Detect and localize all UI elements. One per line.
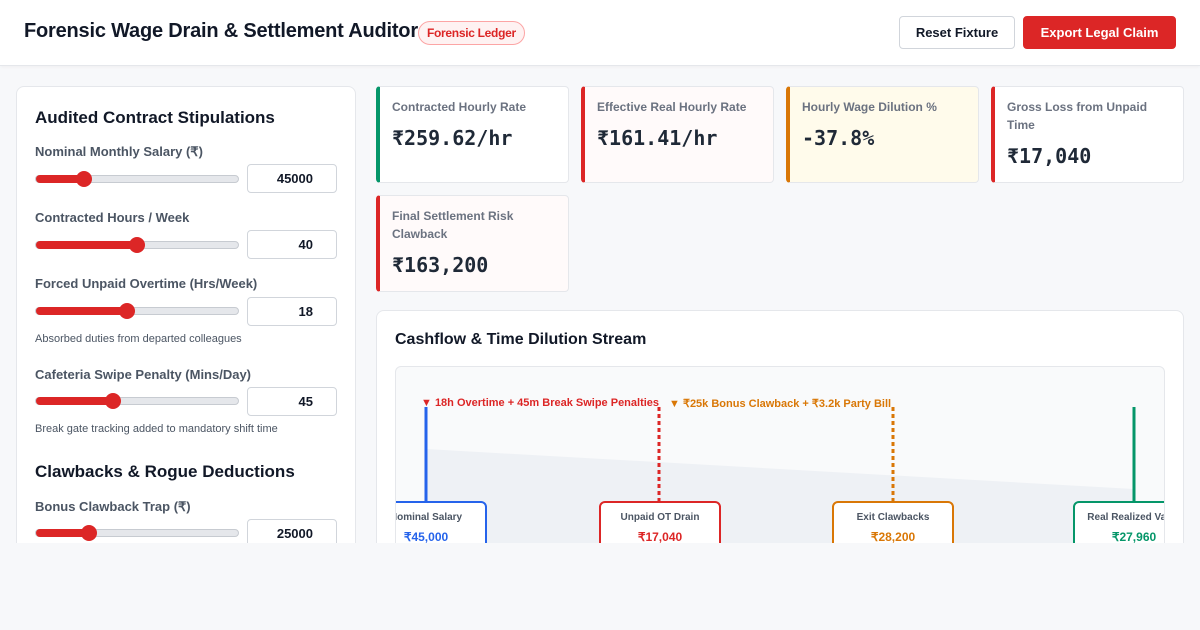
contracted-hours-slider[interactable] — [35, 237, 239, 253]
unpaid-overtime-input[interactable] — [247, 297, 337, 326]
contracted-hours-input[interactable] — [247, 230, 337, 259]
kpi-label: Gross Loss from Unpaid Time — [1007, 100, 1148, 132]
node-value: ₹27,960 — [1111, 530, 1157, 543]
kpi-label: Contracted Hourly Rate — [392, 100, 527, 114]
slider-thumb[interactable] — [80, 525, 97, 541]
kpi-card-effective-rate: Effective Real Hourly Rate ₹161.41/hr — [581, 86, 774, 183]
swipe-penalty-input[interactable] — [247, 387, 337, 416]
slider-thumb[interactable] — [118, 303, 135, 319]
unpaid-overtime-hint: Absorbed duties from departed colleagues — [35, 333, 242, 345]
kpi-value: ₹17,040 — [1007, 144, 1092, 168]
overtime-annotation: ▼ 18h Overtime + 45m Break Swipe Penalti… — [421, 397, 660, 409]
slider-fill — [36, 307, 127, 315]
slider-fill — [36, 175, 85, 183]
salary-input[interactable] — [247, 164, 337, 193]
kpi-value: -37.8% — [802, 126, 875, 150]
kpi-value: ₹259.62/hr — [392, 126, 513, 150]
cashflow-stream-panel: Cashflow & Time Dilution Stream ▼ 18h Ov… — [376, 310, 1184, 543]
swipe-penalty-slider[interactable] — [35, 393, 239, 409]
clawbacks-title: Clawbacks & Rogue Deductions — [35, 462, 295, 481]
stream-canvas: ▼ 18h Overtime + 45m Break Swipe Penalti… — [395, 366, 1165, 543]
unpaid-overtime-label: Forced Unpaid Overtime (Hrs/Week) — [35, 276, 258, 291]
dilution-band — [426, 449, 1134, 543]
node-nominal-salary: Nominal Salary ₹45,000 — [395, 501, 487, 543]
controls-panel: Audited Contract Stipulations Nominal Mo… — [16, 86, 356, 543]
swipe-penalty-label: Cafeteria Swipe Penalty (Mins/Day) — [35, 367, 252, 382]
node-label: Real Realized Value — [1087, 512, 1164, 523]
content-viewport: Audited Contract Stipulations Nominal Mo… — [0, 66, 1200, 543]
swipe-penalty-hint: Break gate tracking added to mandatory s… — [35, 423, 278, 435]
forensic-ledger-badge: Forensic Ledger — [418, 21, 525, 45]
kpi-label: Hourly Wage Dilution % — [802, 100, 937, 114]
unpaid-overtime-slider[interactable] — [35, 303, 239, 319]
contracted-hours-label: Contracted Hours / Week — [35, 210, 190, 225]
node-label: Nominal Salary — [395, 512, 463, 523]
bonus-clawback-label: Bonus Clawback Trap (₹) — [35, 499, 191, 514]
stream-flow-graphic — [424, 407, 1136, 543]
contract-stipulations-title: Audited Contract Stipulations — [35, 108, 275, 127]
kpi-value: ₹161.41/hr — [597, 126, 718, 150]
slider-thumb[interactable] — [129, 237, 145, 253]
slider-fill — [36, 529, 89, 537]
salary-label: Nominal Monthly Salary (₹) — [35, 144, 203, 159]
node-value: ₹17,040 — [637, 530, 683, 543]
slider-fill — [36, 241, 137, 249]
node-label: Unpaid OT Drain — [620, 512, 700, 523]
kpi-card-settlement-risk: Final Settlement Risk Clawback ₹163,200 — [376, 195, 569, 292]
kpi-label: Effective Real Hourly Rate — [597, 100, 747, 114]
node-real-realized-value: Real Realized Value ₹27,960 — [1073, 501, 1164, 543]
kpi-card-wage-dilution: Hourly Wage Dilution % -37.8% — [786, 86, 979, 183]
salary-slider[interactable] — [35, 171, 239, 187]
node-label: Exit Clawbacks — [856, 512, 930, 523]
node-value: ₹45,000 — [403, 530, 449, 543]
kpi-label: Final Settlement Risk Clawback — [392, 209, 514, 241]
slider-thumb[interactable] — [104, 393, 121, 409]
kpi-card-contracted-rate: Contracted Hourly Rate ₹259.62/hr — [376, 86, 569, 183]
bonus-clawback-input[interactable] — [247, 519, 337, 543]
stream-title: Cashflow & Time Dilution Stream — [395, 331, 647, 348]
app-header: Forensic Wage Drain & Settlement Auditor… — [0, 0, 1200, 66]
app-title: Forensic Wage Drain & Settlement Auditor — [24, 20, 418, 42]
slider-thumb[interactable] — [76, 171, 93, 187]
export-legal-claim-button[interactable]: Export Legal Claim — [1023, 16, 1176, 49]
bonus-clawback-slider[interactable] — [35, 525, 239, 541]
slider-fill — [36, 397, 113, 405]
clawback-annotation: ▼ ₹25k Bonus Clawback + ₹3.2k Party Bill — [669, 398, 892, 410]
reset-fixture-button[interactable]: Reset Fixture — [899, 16, 1015, 49]
kpi-card-gross-loss: Gross Loss from Unpaid Time ₹17,040 — [991, 86, 1184, 183]
node-unpaid-ot-drain: Unpaid OT Drain ₹17,040 — [599, 501, 721, 543]
node-value: ₹28,200 — [870, 530, 916, 543]
node-exit-clawbacks: Exit Clawbacks ₹28,200 — [832, 501, 954, 543]
kpi-value: ₹163,200 — [392, 253, 489, 277]
